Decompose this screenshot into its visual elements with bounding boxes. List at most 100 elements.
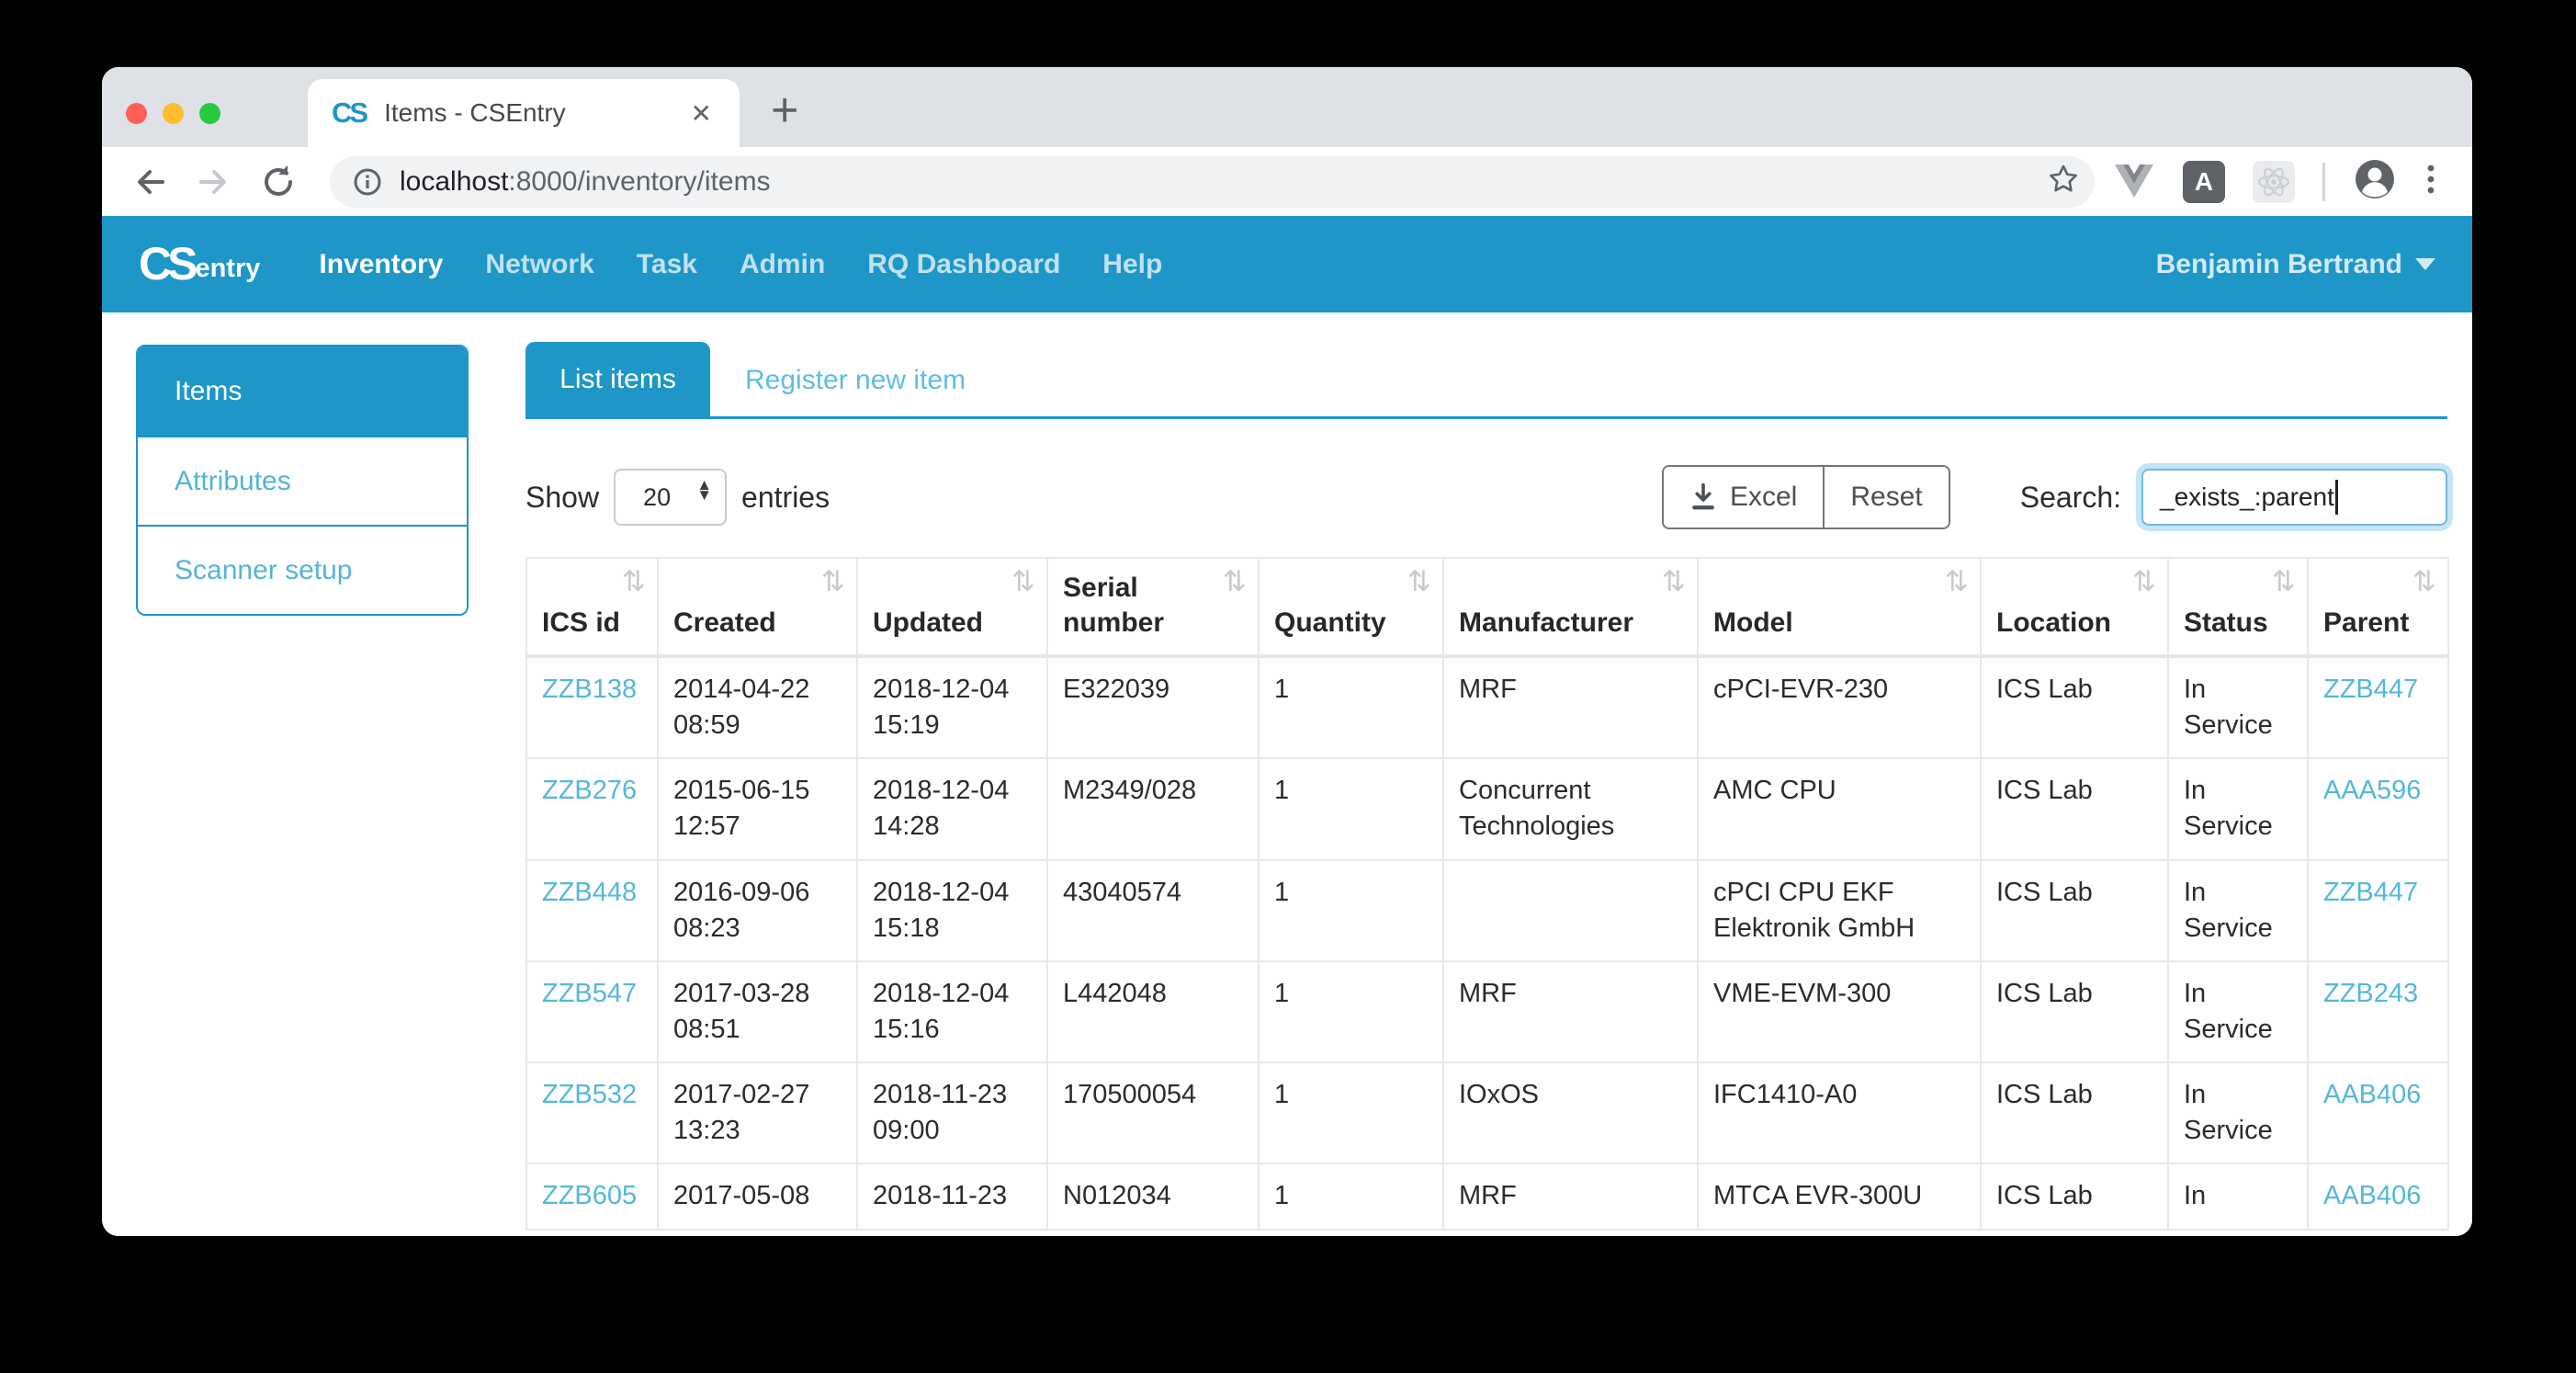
table-cell: MRF [1442,1163,1699,1231]
column-header-location[interactable]: ⇅ Location [1980,557,2169,658]
reload-icon[interactable] [258,162,299,202]
brand-cs: CS [139,238,198,290]
sort-icon: ⇅ [821,565,845,597]
table-cell: In [2167,1163,2309,1231]
info-icon[interactable] [352,166,383,198]
maximize-window-button[interactable] [199,103,220,124]
column-header-parent[interactable]: ⇅ Parent [2307,557,2449,658]
profile-avatar-icon[interactable] [2353,157,2397,206]
table-row: ZZB448 2016-09-06 08:23 2018-12-04 15:18 43… [525,858,2449,962]
table-cell: ICS Lab [1980,1061,2169,1165]
parent-link[interactable]: ZZB447 [2323,675,2419,704]
parent-link[interactable]: AAB406 [2323,1080,2422,1110]
brand-logo[interactable]: CS entry [139,238,260,290]
excel-button[interactable]: Excel [1663,467,1825,528]
entries-label: entries [741,480,830,514]
sidebar-item-items[interactable]: Items [138,346,467,436]
table-cell: IFC1410-A0 [1697,1061,1982,1165]
sort-icon: ⇅ [2412,565,2436,597]
table-cell: 1 [1258,1163,1444,1231]
browser-tab[interactable]: CS Items - CSEntry ✕ [308,79,740,147]
sidebar-item-attributes[interactable]: Attributes [138,436,467,525]
column-header-status[interactable]: ⇅ Status [2167,557,2309,658]
column-header-updated[interactable]: ⇅ Updated [856,557,1048,658]
column-header-ics-id[interactable]: ⇅ ICS id [525,557,659,658]
sidebar-item-scanner-setup[interactable]: Scanner setup [138,525,467,614]
nav-item-admin[interactable]: Admin [739,248,826,279]
back-icon[interactable] [130,162,170,202]
vue-extension-icon[interactable] [2113,161,2155,202]
ics-id-link[interactable]: ZZB276 [542,776,638,806]
tab-list-items[interactable]: List items [525,342,710,416]
table-cell: In Service [2167,858,2309,962]
nav-item-network[interactable]: Network [485,248,594,279]
table-cell: 2018-11-23 09:00 [856,1061,1048,1165]
forward-icon[interactable] [194,162,234,202]
main-panel: List items Register new item Show 20 ▲ ▼ … [525,342,2449,1231]
minimize-window-button[interactable] [163,103,184,124]
table-row: ZZB138 2014-04-22 08:59 2018-12-04 15:19 E3… [525,654,2449,760]
table-cell: In Service [2167,654,2309,760]
column-header-manufacturer[interactable]: ⇅ Manufacturer [1442,557,1699,658]
menu-dots-icon[interactable] [2424,159,2437,204]
parent-link[interactable]: AAA596 [2323,776,2422,806]
table-cell: ICS Lab [1980,858,2169,962]
table-cell: 2014-04-22 08:59 [657,654,858,760]
column-header-label: Model [1713,607,1793,638]
search-input[interactable]: _exists_:parent [2141,469,2447,526]
sort-icon: ⇅ [2272,565,2296,597]
nav-item-inventory[interactable]: Inventory [319,248,444,279]
nav-item-help[interactable]: Help [1102,248,1163,279]
table-row: ZZB547 2017-03-28 08:51 2018-12-04 15:16 L4… [525,959,2449,1064]
page-content: Items Attributes Scanner setup List items … [102,312,2472,1236]
table-row: ZZB605 2017-05-08 2018-11-23 N012034 1 MRF MTC… [525,1163,2449,1231]
favicon-icon: CS [332,96,368,129]
react-extension-icon[interactable] [2253,160,2295,203]
nav-item-rq-dashboard[interactable]: RQ Dashboard [867,248,1061,279]
ics-id-link[interactable]: ZZB138 [542,675,638,704]
chevron-down-icon [2415,258,2435,270]
table-cell: L442048 [1046,959,1260,1064]
nav-item-task[interactable]: Task [636,248,697,279]
ics-id-link[interactable]: ZZB448 [542,877,638,907]
sort-icon: ⇅ [2132,565,2156,597]
page-size-select[interactable]: 20 ▲ ▼ [614,469,728,526]
ics-id-link[interactable]: ZZB532 [542,1080,638,1110]
table-cell: 2018-12-04 14:28 [856,757,1048,861]
parent-link[interactable]: AAB406 [2323,1181,2422,1211]
table-cell: ZZB448 [525,858,659,962]
table-cell: ICS Lab [1980,654,2169,760]
table-cell: ZZB447 [2307,654,2449,760]
column-header-serial-number[interactable]: ⇅ Serial number [1046,557,1260,658]
user-menu[interactable]: Benjamin Bertrand [2156,249,2435,280]
table-cell: 2017-02-27 13:23 [657,1061,858,1165]
table-cell: 1 [1258,959,1444,1064]
tab-register-new-item[interactable]: Register new item [745,365,966,395]
bookmark-star-icon[interactable] [2045,161,2082,202]
address-bar[interactable]: localhost:8000/inventory/items [330,155,2095,208]
new-tab-button[interactable]: + [771,84,799,137]
reset-button[interactable]: Reset [1825,467,1949,528]
table-controls: Show 20 ▲ ▼ entries Excel Reset Search: _… [525,465,2447,529]
table-row: ZZB532 2017-02-27 13:23 2018-11-23 09:00 17… [525,1061,2449,1165]
column-header-label: Quantity [1274,607,1386,638]
a-extension-icon[interactable]: A [2183,160,2225,203]
table-cell [1442,858,1699,962]
parent-link[interactable]: ZZB447 [2323,877,2419,907]
table-cell: AAB406 [2307,1061,2449,1165]
close-window-button[interactable] [126,103,147,124]
search-label: Search: [2019,480,2121,514]
window-controls [126,103,220,124]
tab-close-icon[interactable]: ✕ [690,98,712,128]
parent-link[interactable]: ZZB243 [2323,978,2419,1008]
table-cell: ZZB605 [525,1163,659,1231]
column-header-label: Parent [2323,607,2410,638]
ics-id-link[interactable]: ZZB547 [542,978,638,1008]
column-header-quantity[interactable]: ⇅ Quantity [1258,557,1444,658]
table-cell: 2015-06-15 12:57 [657,757,858,861]
column-header-model[interactable]: ⇅ Model [1697,557,1982,658]
page-size-value: 20 [643,482,672,511]
ics-id-link[interactable]: ZZB605 [542,1181,638,1211]
column-header-created[interactable]: ⇅ Created [657,557,858,658]
sort-icon: ⇅ [1011,565,1035,597]
